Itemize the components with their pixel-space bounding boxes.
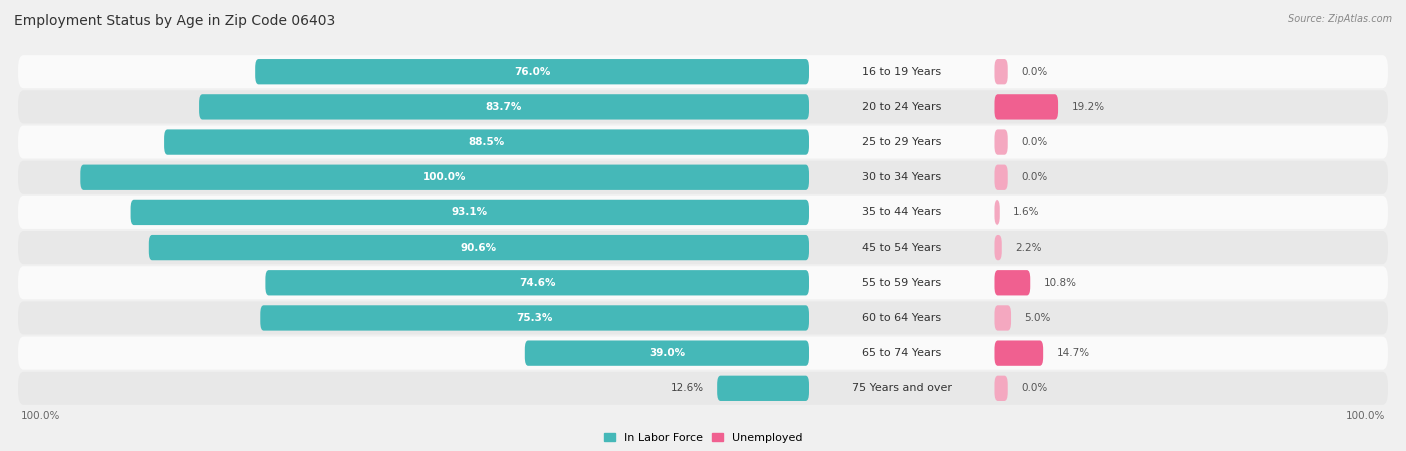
Text: 100.0%: 100.0%	[423, 172, 467, 182]
Text: 20 to 24 Years: 20 to 24 Years	[862, 102, 942, 112]
Text: Source: ZipAtlas.com: Source: ZipAtlas.com	[1288, 14, 1392, 23]
Text: 60 to 64 Years: 60 to 64 Years	[862, 313, 941, 323]
Text: 75 Years and over: 75 Years and over	[852, 383, 952, 393]
FancyBboxPatch shape	[524, 341, 808, 366]
FancyBboxPatch shape	[149, 235, 808, 260]
FancyBboxPatch shape	[18, 125, 1388, 159]
FancyBboxPatch shape	[994, 200, 1000, 225]
Text: 83.7%: 83.7%	[486, 102, 522, 112]
Text: 55 to 59 Years: 55 to 59 Years	[862, 278, 941, 288]
Text: 93.1%: 93.1%	[451, 207, 488, 217]
Text: 88.5%: 88.5%	[468, 137, 505, 147]
Text: 35 to 44 Years: 35 to 44 Years	[862, 207, 942, 217]
Text: 39.0%: 39.0%	[648, 348, 685, 358]
Text: 16 to 19 Years: 16 to 19 Years	[862, 67, 941, 77]
Text: 75.3%: 75.3%	[516, 313, 553, 323]
Text: 90.6%: 90.6%	[461, 243, 496, 253]
Text: 0.0%: 0.0%	[1021, 383, 1047, 393]
Text: 5.0%: 5.0%	[1025, 313, 1050, 323]
Text: 45 to 54 Years: 45 to 54 Years	[862, 243, 942, 253]
FancyBboxPatch shape	[256, 59, 808, 84]
Text: 30 to 34 Years: 30 to 34 Years	[862, 172, 941, 182]
FancyBboxPatch shape	[18, 336, 1388, 370]
FancyBboxPatch shape	[266, 270, 808, 295]
FancyBboxPatch shape	[18, 231, 1388, 264]
FancyBboxPatch shape	[994, 129, 1008, 155]
Text: 10.8%: 10.8%	[1043, 278, 1077, 288]
Text: Employment Status by Age in Zip Code 06403: Employment Status by Age in Zip Code 064…	[14, 14, 335, 28]
Text: 100.0%: 100.0%	[1346, 411, 1385, 421]
Text: 76.0%: 76.0%	[515, 67, 550, 77]
FancyBboxPatch shape	[80, 165, 808, 190]
Text: 12.6%: 12.6%	[671, 383, 704, 393]
FancyBboxPatch shape	[994, 165, 1008, 190]
FancyBboxPatch shape	[18, 301, 1388, 335]
FancyBboxPatch shape	[200, 94, 808, 120]
FancyBboxPatch shape	[18, 90, 1388, 124]
FancyBboxPatch shape	[260, 305, 808, 331]
Text: 14.7%: 14.7%	[1056, 348, 1090, 358]
FancyBboxPatch shape	[18, 161, 1388, 194]
FancyBboxPatch shape	[18, 266, 1388, 299]
FancyBboxPatch shape	[18, 372, 1388, 405]
FancyBboxPatch shape	[994, 59, 1008, 84]
FancyBboxPatch shape	[994, 305, 1011, 331]
Text: 74.6%: 74.6%	[519, 278, 555, 288]
FancyBboxPatch shape	[994, 341, 1043, 366]
Text: 0.0%: 0.0%	[1021, 172, 1047, 182]
Text: 2.2%: 2.2%	[1015, 243, 1042, 253]
FancyBboxPatch shape	[18, 196, 1388, 229]
Text: 0.0%: 0.0%	[1021, 67, 1047, 77]
Text: 65 to 74 Years: 65 to 74 Years	[862, 348, 942, 358]
Legend: In Labor Force, Unemployed: In Labor Force, Unemployed	[603, 433, 803, 442]
FancyBboxPatch shape	[994, 94, 1059, 120]
Text: 25 to 29 Years: 25 to 29 Years	[862, 137, 942, 147]
FancyBboxPatch shape	[717, 376, 808, 401]
FancyBboxPatch shape	[165, 129, 808, 155]
FancyBboxPatch shape	[994, 235, 1001, 260]
FancyBboxPatch shape	[994, 270, 1031, 295]
Text: 1.6%: 1.6%	[1012, 207, 1039, 217]
FancyBboxPatch shape	[131, 200, 808, 225]
Text: 100.0%: 100.0%	[21, 411, 60, 421]
FancyBboxPatch shape	[18, 55, 1388, 88]
Text: 19.2%: 19.2%	[1071, 102, 1105, 112]
FancyBboxPatch shape	[994, 376, 1008, 401]
Text: 0.0%: 0.0%	[1021, 137, 1047, 147]
